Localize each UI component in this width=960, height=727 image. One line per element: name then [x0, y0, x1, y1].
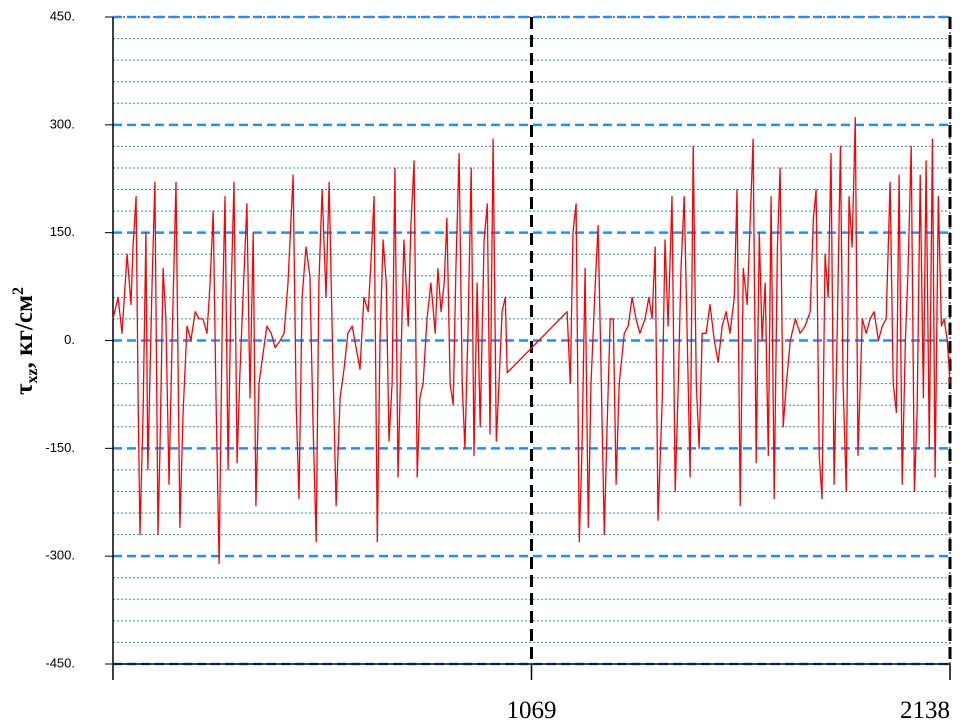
- y-label-unit: , кг/см: [11, 295, 38, 368]
- y-tick-label: 450.: [50, 8, 75, 23]
- y-tick-label: -300.: [45, 548, 75, 563]
- y-label-subscript: xz: [24, 368, 41, 383]
- y-tick-label: 150.: [50, 224, 75, 239]
- y-tick-label: -150.: [45, 440, 75, 455]
- y-tick-label: 0.: [64, 332, 75, 347]
- data-line: [112, 116, 951, 565]
- x-tick-label: 1069: [507, 697, 557, 724]
- y-tick-label: -450.: [45, 655, 75, 670]
- y-tick-label: 300.: [50, 116, 75, 131]
- x-tick-label: 2138: [900, 697, 950, 724]
- y-label-symbol: τ: [11, 383, 38, 395]
- y-label-superscript: 2: [10, 287, 27, 295]
- y-axis-label: τxz, кг/см2: [10, 287, 41, 395]
